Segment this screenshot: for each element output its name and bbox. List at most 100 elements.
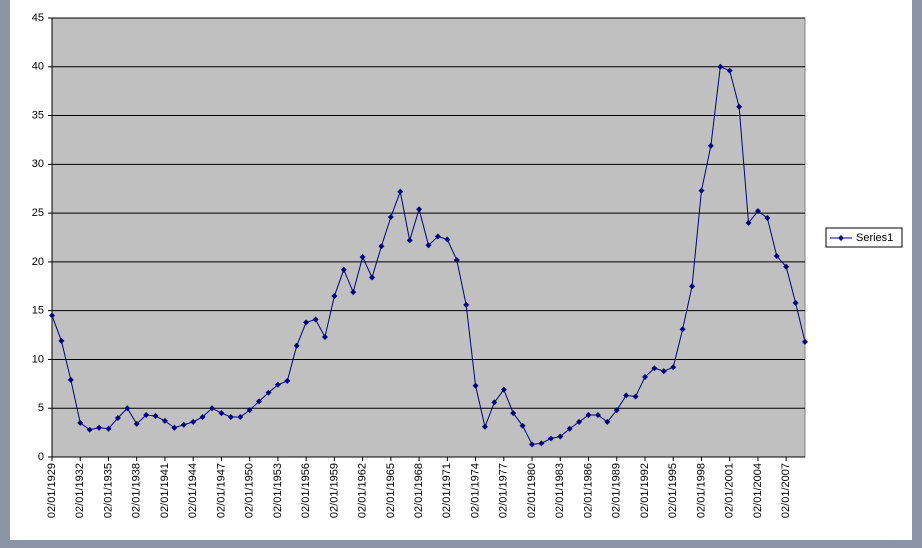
data-point [717, 63, 724, 70]
plot-background [51, 17, 806, 458]
data-point [67, 376, 74, 383]
x-tick-label: 02/01/1947 [215, 463, 227, 518]
data-point [152, 413, 159, 420]
y-tick-label: 35 [32, 109, 44, 121]
x-tick-label: 02/01/1995 [667, 463, 679, 518]
data-point [425, 242, 432, 249]
x-tick-label: 02/01/2007 [780, 463, 792, 518]
data-point [161, 417, 168, 424]
data-point [397, 188, 404, 195]
x-tick-label: 02/01/1983 [554, 463, 566, 518]
x-tick-label: 02/01/1956 [300, 463, 312, 518]
data-point [171, 424, 178, 431]
data-point [58, 337, 65, 344]
data-point [754, 208, 761, 215]
data-point [557, 433, 564, 440]
y-tick-label: 10 [32, 353, 44, 365]
data-point [86, 426, 93, 433]
data-point [698, 187, 705, 194]
data-point [670, 364, 677, 371]
data-point [199, 414, 206, 421]
y-tick-label: 20 [32, 256, 44, 268]
y-tick-label: 45 [32, 12, 44, 24]
data-point [802, 338, 808, 345]
data-point [547, 435, 554, 442]
data-point [312, 316, 319, 323]
data-point [444, 236, 451, 243]
data-point [510, 410, 517, 417]
data-point [378, 243, 385, 250]
data-point [434, 233, 441, 240]
data-point [538, 440, 545, 447]
data-point [736, 103, 743, 110]
x-tick-label: 02/01/1938 [131, 463, 143, 518]
data-point [293, 342, 300, 349]
data-point [284, 377, 291, 384]
data-point [274, 381, 281, 388]
data-point [453, 256, 460, 263]
data-point [190, 418, 197, 425]
data-point [369, 274, 376, 281]
x-tick-label: 02/01/2004 [752, 463, 764, 518]
data-point [764, 214, 771, 221]
data-point [387, 214, 394, 221]
data-point [359, 254, 366, 261]
data-point [256, 398, 263, 405]
data-point [143, 412, 150, 419]
data-point [218, 410, 225, 417]
legend-marker [838, 235, 844, 241]
y-tick-label: 40 [32, 61, 44, 73]
x-tick-label: 02/01/1962 [357, 463, 369, 518]
data-point [340, 266, 347, 273]
data-point [227, 414, 234, 421]
data-point [406, 237, 413, 244]
data-point [773, 253, 780, 260]
x-tick-label: 02/01/1950 [244, 463, 256, 518]
data-point [416, 206, 423, 213]
data-point [105, 425, 112, 432]
data-point [491, 399, 498, 406]
x-tick-label: 02/01/1986 [582, 463, 594, 518]
y-tick-label: 0 [38, 451, 44, 463]
x-tick-label: 02/01/1932 [74, 463, 86, 518]
data-point [745, 219, 752, 226]
data-point [679, 326, 686, 333]
data-point [576, 418, 583, 425]
data-point [604, 418, 611, 425]
x-tick-label: 02/01/1941 [159, 463, 171, 518]
data-point [303, 319, 310, 326]
y-tick-label: 5 [38, 402, 44, 414]
x-tick-label: 02/01/1944 [187, 463, 199, 518]
data-point [500, 386, 507, 393]
data-point [519, 422, 526, 429]
data-point [689, 283, 696, 290]
x-tick-label: 02/01/1989 [611, 463, 623, 518]
data-point [321, 334, 328, 341]
data-point [331, 293, 338, 300]
x-tick-label: 02/01/1998 [695, 463, 707, 518]
data-point [792, 299, 799, 306]
data-point [566, 425, 573, 432]
legend-box [825, 227, 903, 248]
x-tick-label: 02/01/1977 [498, 463, 510, 518]
data-point [623, 392, 630, 399]
data-point [651, 365, 658, 372]
data-point [209, 405, 216, 412]
data-point [133, 420, 140, 427]
data-point [660, 368, 667, 375]
data-point [49, 312, 55, 319]
legend-label: Series1 [856, 232, 893, 244]
data-point [707, 142, 714, 149]
data-point [180, 421, 187, 428]
x-tick-label: 02/01/1935 [102, 463, 114, 518]
x-tick-label: 02/01/1992 [639, 463, 651, 518]
data-point [246, 407, 253, 414]
data-point [463, 301, 470, 308]
x-tick-label: 02/01/1953 [272, 463, 284, 518]
data-point [585, 412, 592, 419]
data-point [77, 419, 84, 426]
data-point [472, 382, 479, 389]
data-point [726, 67, 733, 74]
data-point [114, 414, 121, 421]
x-tick-label: 02/01/1968 [413, 463, 425, 518]
